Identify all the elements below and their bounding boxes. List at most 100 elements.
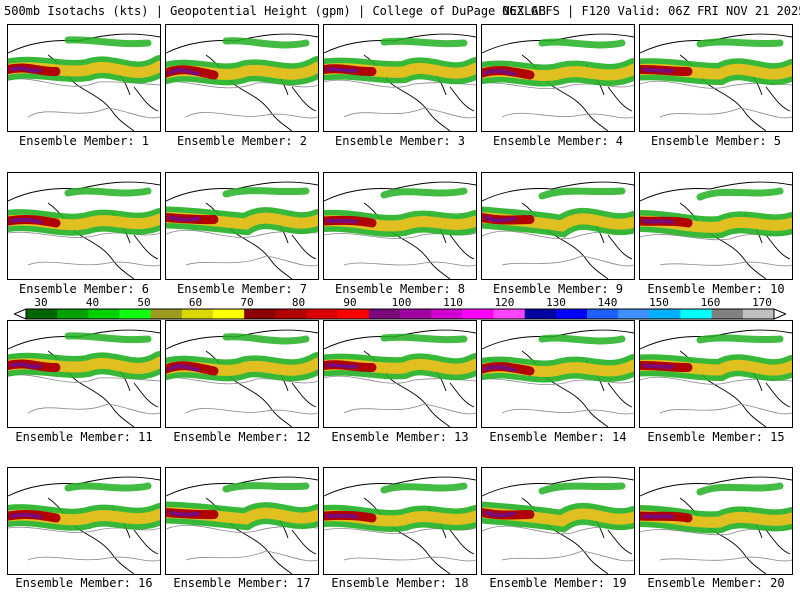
isotach-band-core	[168, 510, 200, 517]
isotach-band-core	[10, 217, 42, 224]
member-caption: Ensemble Member: 5	[650, 134, 782, 148]
colorbar-tick-label: 50	[137, 296, 151, 309]
isotach-map	[324, 181, 476, 279]
height-contour	[27, 107, 160, 119]
colorbar-swatch	[555, 309, 588, 319]
member-caption: Ensemble Member: 2	[176, 134, 308, 148]
colorbar-tick-label: 60	[188, 296, 203, 309]
isotach-band-core	[168, 364, 200, 372]
height-contour	[659, 261, 792, 267]
member-map-panel	[165, 320, 319, 428]
coastline	[482, 181, 634, 279]
member-caption: Ensemble Member: 12	[173, 430, 311, 444]
isotach-map	[640, 181, 792, 279]
height-contour	[501, 408, 634, 415]
member-caption: Ensemble Member: 19	[489, 576, 627, 590]
isotach-band-core	[168, 215, 200, 222]
coastline	[324, 476, 476, 574]
isotach-band-core	[10, 66, 42, 73]
member-caption: Ensemble Member: 13	[331, 430, 469, 444]
coastline	[640, 181, 792, 279]
height-contour	[8, 78, 160, 87]
member-map-panel	[7, 467, 161, 575]
colorbar-tick-label: 170	[752, 296, 772, 309]
isotach-map	[324, 476, 476, 574]
isotach-band-core	[326, 218, 358, 224]
isotach-band-core	[484, 510, 516, 518]
colorbar-swatch	[119, 309, 151, 319]
colorbar-tick-label: 110	[443, 296, 463, 309]
coastline	[482, 476, 634, 574]
isotach-band-low	[696, 482, 784, 496]
isotach-band-low	[222, 482, 310, 493]
member-caption: Ensemble Member: 10	[647, 282, 785, 296]
height-contour	[343, 556, 476, 562]
isotach-band-core	[326, 67, 358, 73]
isotach-band-core	[642, 514, 674, 519]
height-contour	[501, 112, 634, 119]
colorbar-swatch	[649, 309, 681, 319]
colorbar-swatch	[213, 309, 245, 319]
height-contour	[343, 261, 476, 267]
colorbar-swatch	[524, 309, 557, 319]
member-map-panel	[481, 320, 635, 428]
colorbar-tick-label: 30	[34, 296, 48, 309]
height-contour	[343, 403, 476, 415]
colorbar-swatch	[306, 309, 338, 319]
isotach-band-low	[222, 333, 310, 345]
colorbar-swatch	[244, 309, 276, 319]
isotach-map	[482, 33, 634, 131]
member-map-panel	[323, 320, 477, 428]
height-contour	[27, 556, 160, 562]
height-contour	[482, 378, 634, 385]
isotach-map	[166, 476, 318, 574]
member-caption: Ensemble Member: 17	[173, 576, 311, 590]
colorbar-tick-label: 160	[700, 296, 721, 309]
colorbar-tick-label: 120	[494, 296, 515, 309]
height-contour	[166, 376, 318, 385]
colorbar-swatch	[337, 309, 370, 319]
colorbar-swatch	[57, 309, 89, 319]
isotach-map	[324, 33, 476, 131]
isotach-band-low	[380, 333, 468, 344]
member-caption: Ensemble Member: 3	[334, 134, 466, 148]
colorbar-tick-label: 70	[240, 296, 254, 309]
height-contour	[166, 80, 318, 89]
member-map-panel	[639, 467, 793, 575]
isotach-band-low	[64, 482, 152, 492]
height-contour	[501, 255, 634, 267]
member-caption: Ensemble Member: 7	[176, 282, 308, 296]
isotach-band-core	[642, 67, 674, 74]
isotach-band-core	[484, 215, 516, 223]
height-contour	[27, 403, 160, 415]
member-map-panel	[165, 467, 319, 575]
colorbar-tick-label: 130	[546, 296, 566, 309]
colorbar-swatch	[88, 309, 120, 319]
member-map-panel	[639, 172, 793, 280]
isotach-map	[640, 329, 792, 427]
isotach-map	[8, 181, 160, 279]
member-caption: Ensemble Member: 11	[15, 430, 153, 444]
colorbar-swatch	[368, 309, 401, 319]
isotach-band-low	[380, 187, 468, 199]
colorbar-swatch	[400, 309, 432, 319]
isotach-map	[166, 33, 318, 131]
member-caption: Ensemble Member: 1	[18, 134, 150, 148]
isotach-map	[482, 476, 634, 574]
member-caption: Ensemble Member: 20	[647, 576, 785, 590]
header-title: 500mb Isotachs (kts) | Geopotential Heig…	[4, 4, 546, 18]
isotach-band-low	[696, 187, 784, 201]
colorbar	[14, 308, 786, 320]
header-run-info: 06Z GEFS | F120 Valid: 06Z FRI NOV 21 20…	[502, 4, 800, 18]
height-contour	[8, 526, 160, 533]
height-contour	[185, 255, 318, 267]
isotach-band-low	[64, 36, 152, 48]
isotach-band-core	[326, 513, 358, 519]
height-contour	[27, 261, 160, 267]
colorbar-swatch	[493, 309, 525, 319]
member-map-panel	[639, 320, 793, 428]
coastline	[640, 476, 792, 574]
isotach-band-low	[538, 482, 626, 495]
height-contour	[185, 550, 318, 562]
colorbar-min-arrow	[14, 308, 27, 320]
